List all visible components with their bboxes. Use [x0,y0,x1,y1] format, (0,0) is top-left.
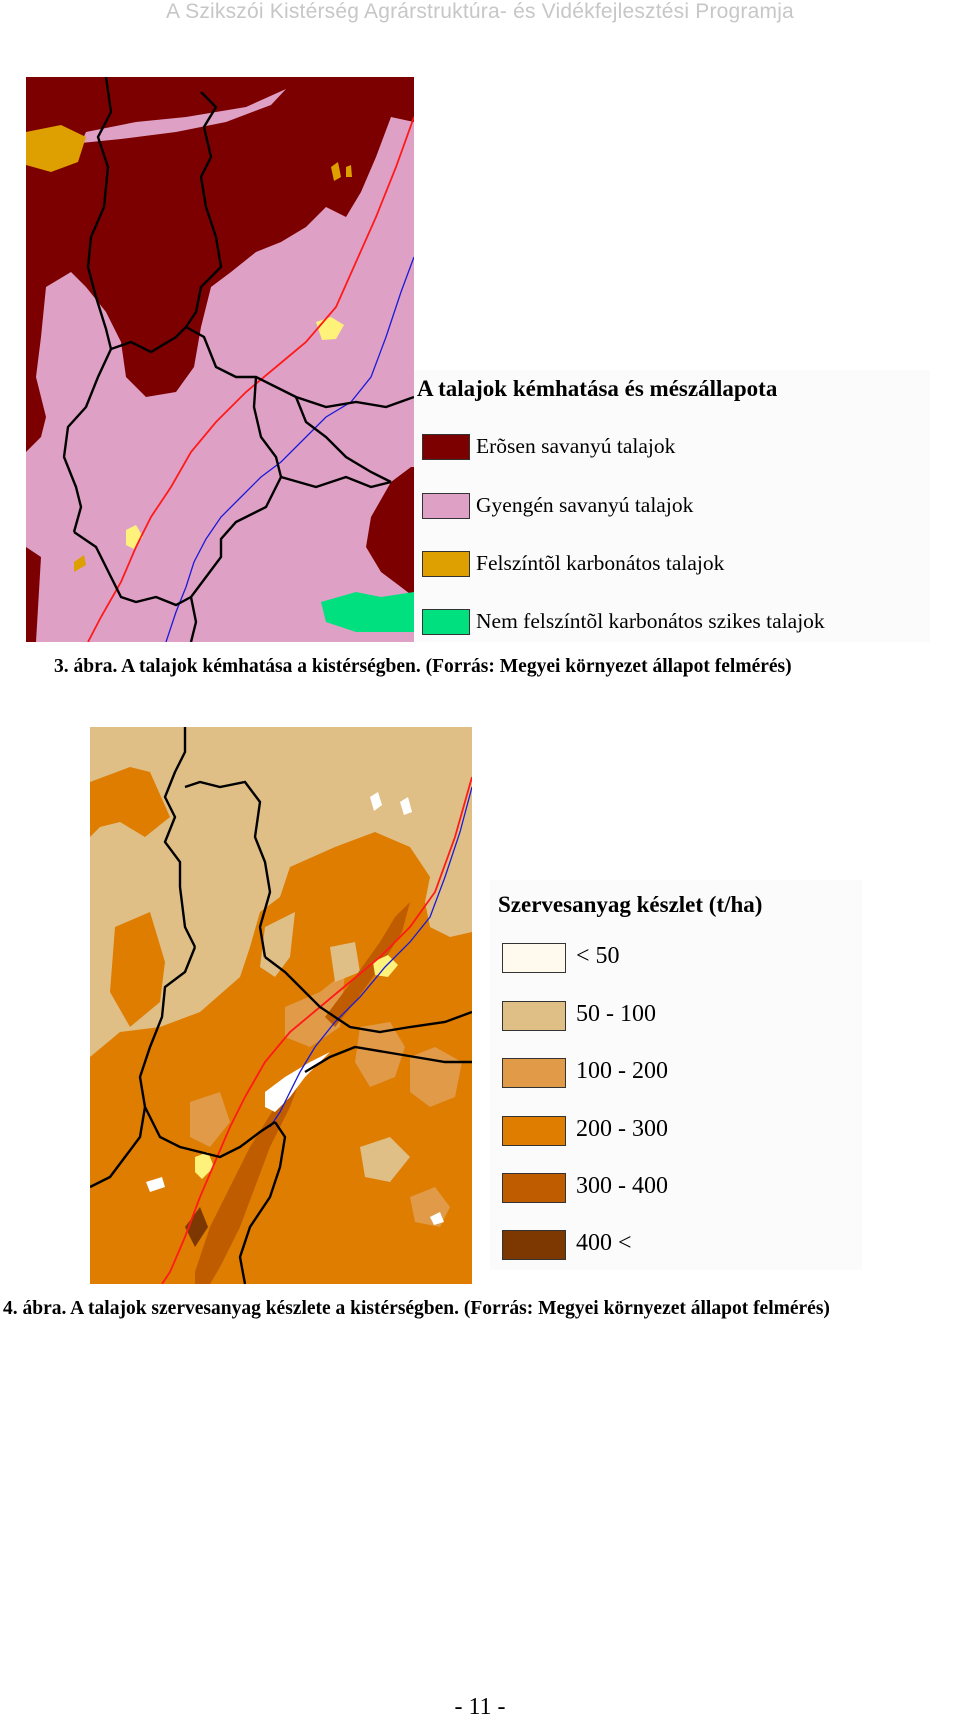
legend-swatch-gt-400 [502,1230,566,1260]
figure4-caption: 4. ábra. A talajok szervesanyag készlete… [3,1298,830,1319]
legend-swatch-300-400 [502,1173,566,1203]
figure3-caption: 3. ábra. A talajok kémhatása a kistérség… [54,656,792,677]
legend-swatch-50-100 [502,1001,566,1031]
legend-swatch-calcareous [422,551,470,577]
page-number: - 11 - [454,1694,506,1720]
organic-matter-legend: Szervesanyag készlet (t/ha) < 50 50 - 10… [490,880,862,1270]
organic-matter-legend-title: Szervesanyag készlet (t/ha) [498,892,763,917]
legend-swatch-strongly-acidic [422,434,470,460]
legend-label-weakly-acidic: Gyengén savanyú talajok [476,493,694,517]
soil-ph-legend: A talajok kémhatása és mészállapota Erõs… [414,370,930,642]
legend-label-300-400: 300 - 400 [576,1173,668,1199]
legend-swatch-200-300 [502,1116,566,1146]
legend-label-saline: Nem felszíntõl karbonátos szikes talajok [476,609,825,633]
legend-label-lt-50: < 50 [576,943,620,969]
legend-swatch-weakly-acidic [422,493,470,519]
legend-swatch-saline [422,609,470,635]
legend-swatch-100-200 [502,1058,566,1088]
soil-ph-legend-title: A talajok kémhatása és mészállapota [417,376,778,401]
soil-ph-map [26,77,414,642]
legend-label-strongly-acidic: Erõsen savanyú talajok [476,434,676,458]
legend-label-100-200: 100 - 200 [576,1058,668,1084]
legend-label-gt-400: 400 < [576,1230,632,1256]
legend-label-calcareous: Felszíntõl karbonátos talajok [476,551,725,575]
legend-label-50-100: 50 - 100 [576,1001,656,1027]
legend-label-200-300: 200 - 300 [576,1116,668,1142]
organic-matter-map [90,727,472,1284]
legend-swatch-lt-50 [502,943,566,973]
running-header: A Szikszói Kistérség Agrárstruktúra- és … [166,0,794,23]
